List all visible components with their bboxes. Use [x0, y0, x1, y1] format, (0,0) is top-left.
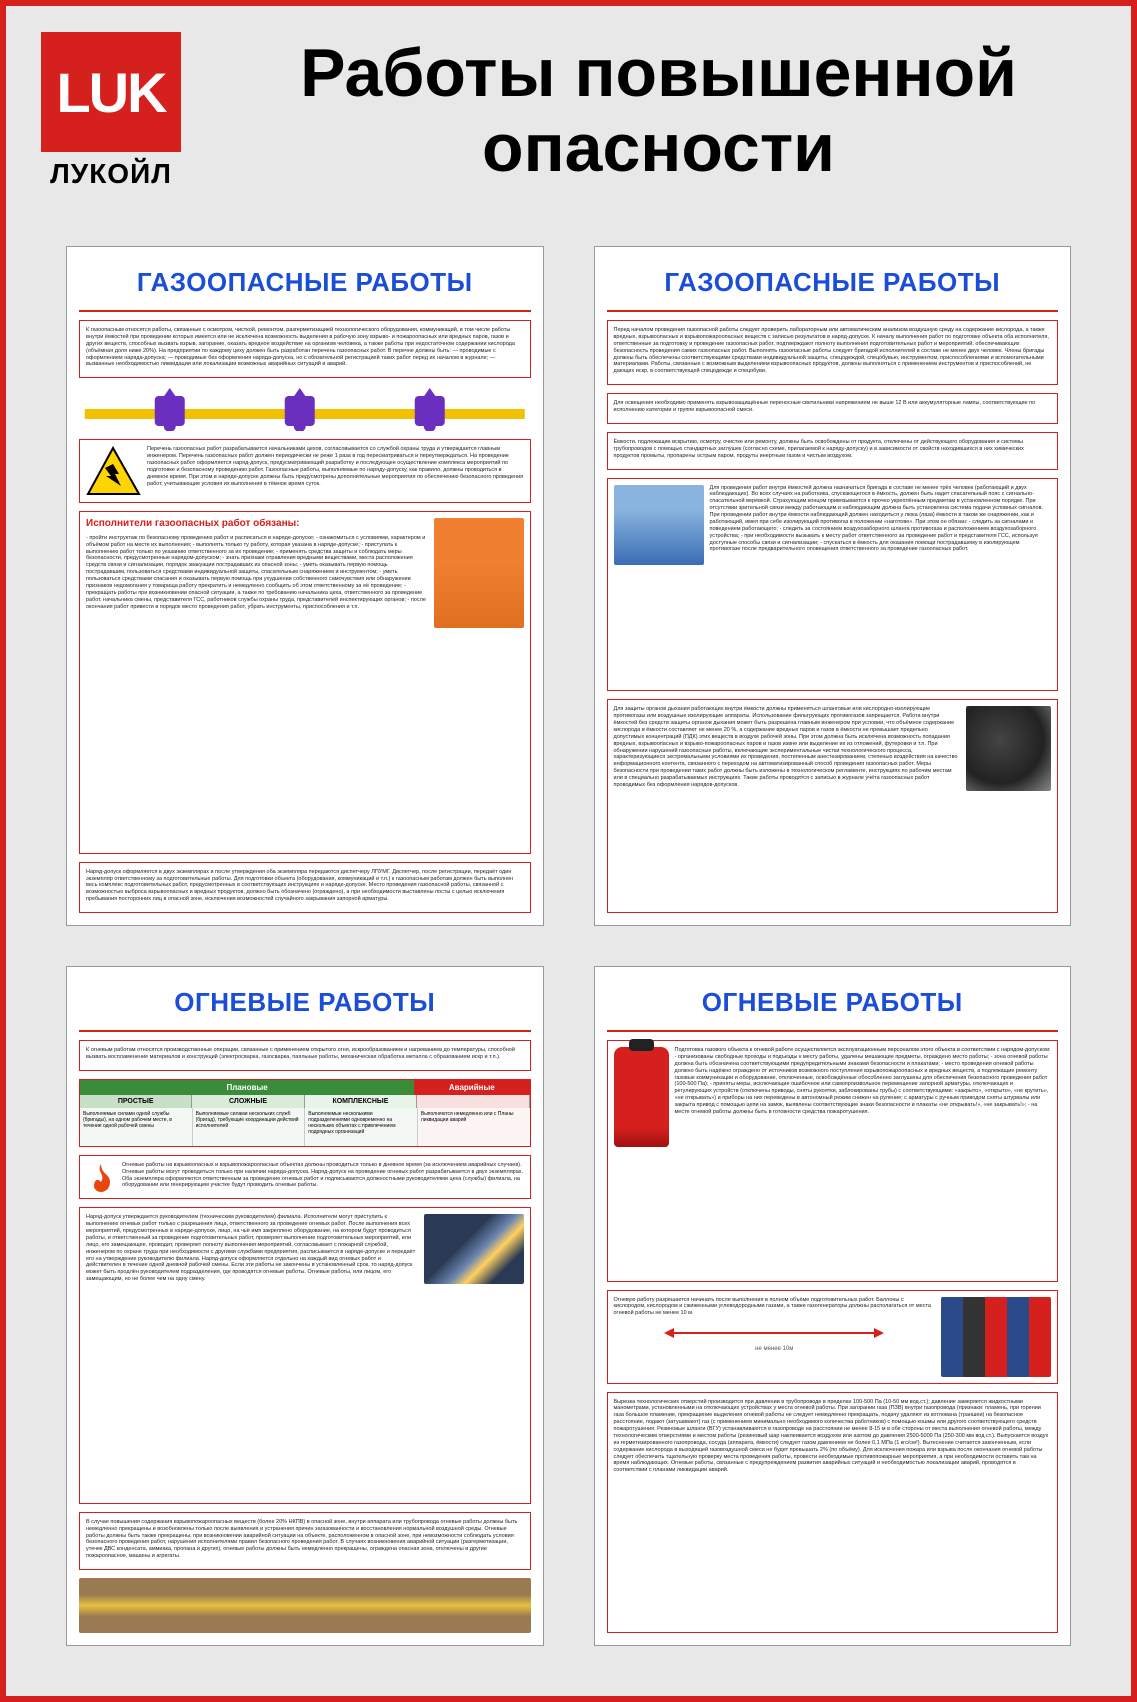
poster-fire-1: ОГНЕВЫЕ РАБОТЫ К огневым работам относят… [66, 966, 544, 1646]
poster-fire-2: ОГНЕВЫЕ РАБОТЫ Подготовка газового объек… [594, 966, 1072, 1646]
classification-table: Плановые Аварийные ПРОСТЫЕ СЛОЖНЫЕ КОМПЛ… [79, 1079, 531, 1147]
gas2-card-4: Для проведения работ внутри ёмкостей дол… [607, 478, 1059, 692]
gas2-card-1: Перед началом проведения газоопасной раб… [607, 320, 1059, 385]
col-empty [417, 1095, 529, 1108]
heading: Исполнители газоопасных работ обязаны: [86, 518, 428, 531]
poster-title: ОГНЕВЫЕ РАБОТЫ [79, 979, 531, 1022]
col-komplex: КОМПЛЕКСНЫЕ [305, 1095, 417, 1108]
fire1-card-5: В случае повышения содержания взрывопожа… [79, 1512, 531, 1570]
gas1-card-4: Наряд-допуск оформляется в двух экземпля… [79, 862, 531, 913]
divider [79, 310, 531, 312]
divider [607, 310, 1059, 312]
cell: Выполняемые силами нескольких служб (бри… [193, 1108, 306, 1146]
fire2-card-1: Подготовка газового объекта к огневой ра… [607, 1040, 1059, 1282]
cell: Выполняемые силами одной службы (бригады… [80, 1108, 193, 1146]
text: - пройти инструктаж по безопасному прове… [86, 535, 428, 611]
text: Ёмкости, подлежащие вскрытию, осмотру, о… [614, 439, 1052, 460]
text: К газоопасным относятся работы, связанны… [86, 327, 524, 368]
fire1-card-3: Огневые работы на взрывоопасных и взрыво… [79, 1155, 531, 1200]
worker-orange-photo [434, 518, 524, 628]
gas-mask-photo [966, 706, 1051, 791]
text: Наряд-допуск оформляется в двух экземпля… [86, 869, 524, 903]
lukoil-logo: LUK ЛУКОЙЛ [36, 26, 186, 196]
gas-pipe-diagram [79, 386, 531, 431]
text: Перечень газоопасных работ разрабатывает… [147, 446, 524, 487]
text: Подготовка газового объекта к огневой ра… [675, 1047, 1052, 1116]
main-title: Работы повышенной опасности [216, 36, 1101, 186]
distance-arrow [614, 1320, 936, 1346]
col-complex: СЛОЖНЫЕ [192, 1095, 304, 1108]
cell: Выполняются немедленно или с Планы ликви… [418, 1108, 530, 1146]
text: Наряд-допуск утверждается руководителем … [86, 1214, 418, 1283]
text: Огневую работу разрешается начинать посл… [614, 1297, 936, 1318]
header: LUK ЛУКОЙЛ Работы повышенной опасности [6, 6, 1131, 216]
th-plan: Плановые [80, 1080, 414, 1095]
poster-title: ГАЗООПАСНЫЕ РАБОТЫ [607, 259, 1059, 302]
gas1-intro-card: К газоопасным относятся работы, связанны… [79, 320, 531, 378]
cell: Выполняемые несколькими подразделениями … [305, 1108, 418, 1146]
arrow-label: не менее 10м [614, 1346, 936, 1354]
poster-gas-2: ГАЗООПАСНЫЕ РАБОТЫ Перед началом проведе… [594, 246, 1072, 926]
text: Вырезка технологических отверстий произв… [614, 1399, 1052, 1475]
gas2-card-2: Для освещения необходимо применять взрыв… [607, 393, 1059, 424]
fire2-card-2: Огневую работу разрешается начинать посл… [607, 1290, 1059, 1384]
gas1-card-2: Перечень газоопасных работ разрабатывает… [79, 439, 531, 503]
text: Для защиты органов дыхания работающих вн… [614, 706, 961, 789]
gas1-card-obligations: Исполнители газоопасных работ обязаны: -… [79, 511, 531, 853]
poster-title: ОГНЕВЫЕ РАБОТЫ [607, 979, 1059, 1022]
col-simple: ПРОСТЫЕ [80, 1095, 192, 1108]
divider [79, 1030, 531, 1032]
explosion-warning-icon [86, 446, 141, 496]
fire1-card-4: Наряд-допуск утверждается руководителем … [79, 1207, 531, 1504]
text: Для освещения необходимо применять взрыв… [614, 400, 1052, 414]
text: Огневые работы на взрывоопасных и взрыво… [122, 1162, 524, 1190]
text: К огневым работам относятся производстве… [86, 1047, 524, 1061]
poster-gas-1: ГАЗООПАСНЫЕ РАБОТЫ К газоопасным относят… [66, 246, 544, 926]
text: Для проведения работ внутри ёмкостей дол… [710, 485, 1052, 554]
gas-cylinders-photo [941, 1297, 1051, 1377]
logo-top-text: LUK [56, 60, 165, 125]
fire2-card-3: Вырезка технологических отверстий произв… [607, 1392, 1059, 1634]
welding-photo [424, 1214, 524, 1284]
fire1-intro: К огневым работам относятся производстве… [79, 1040, 531, 1071]
gas2-card-3: Ёмкости, подлежащие вскрытию, осмотру, о… [607, 432, 1059, 470]
th-emerg: Аварийные [414, 1080, 529, 1095]
logo-box: LUK [41, 32, 181, 152]
logo-bottom-text: ЛУКОЙЛ [50, 158, 172, 190]
fire-extinguisher-icon [614, 1047, 669, 1147]
pipe-trench-photo [79, 1578, 531, 1633]
worker-blue-photo [614, 485, 704, 565]
divider [607, 1030, 1059, 1032]
posters-grid: ГАЗООПАСНЫЕ РАБОТЫ К газоопасным относят… [6, 216, 1131, 1676]
safety-poster-page: LUK ЛУКОЙЛ Работы повышенной опасности Г… [0, 0, 1137, 1702]
gas2-card-5: Для защиты органов дыхания работающих вн… [607, 699, 1059, 913]
flame-icon [86, 1162, 116, 1192]
text: В случае повышения содержания взрывопожа… [86, 1519, 524, 1560]
text: Перед началом проведения газоопасной раб… [614, 327, 1052, 375]
poster-title: ГАЗООПАСНЫЕ РАБОТЫ [79, 259, 531, 302]
